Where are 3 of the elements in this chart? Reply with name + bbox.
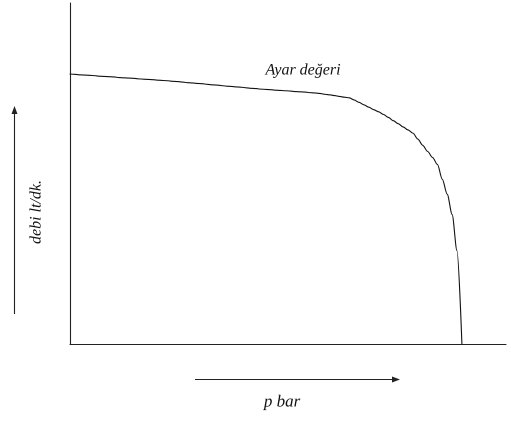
annotation: Ayar değeri — [264, 62, 341, 78]
x-axis-title: p bar — [262, 392, 301, 410]
y-axis-title: debi lt/dk. — [28, 180, 44, 244]
